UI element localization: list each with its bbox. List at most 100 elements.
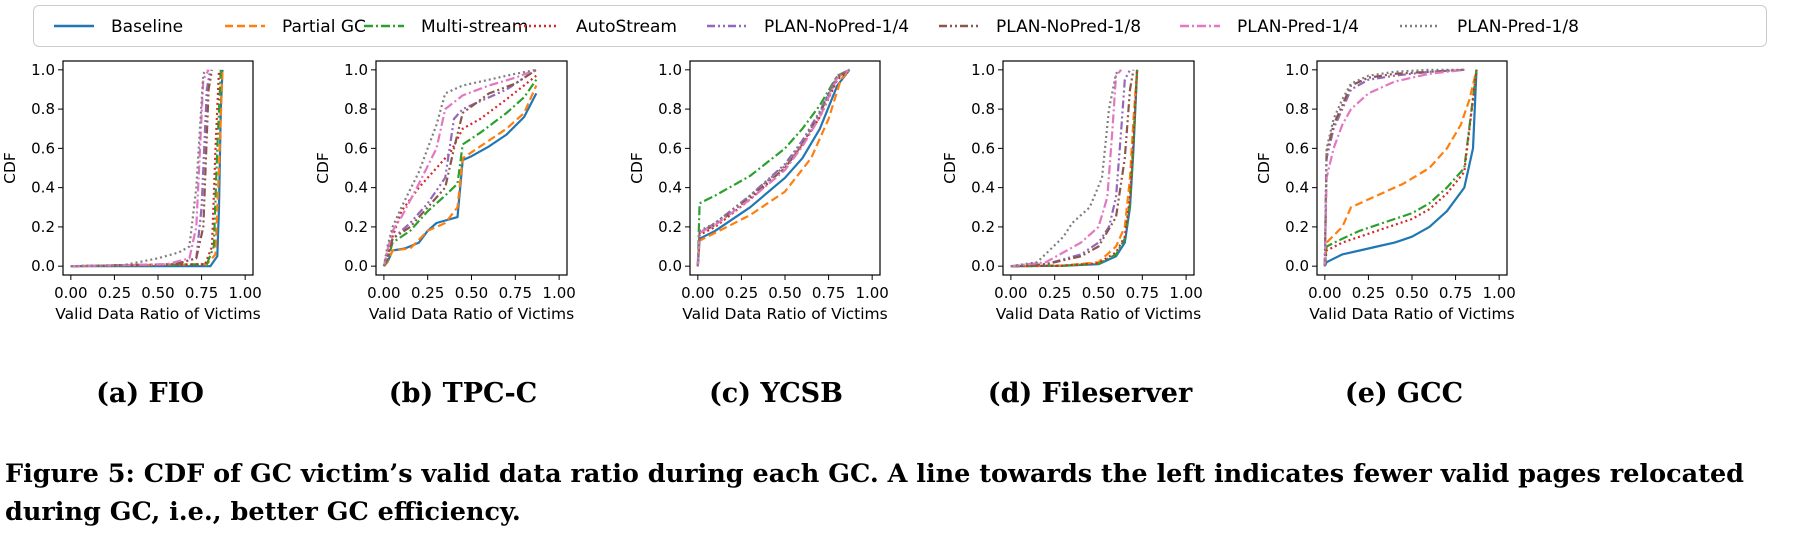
y-tick-label: 0.2 xyxy=(971,218,995,236)
legend-label: AutoStream xyxy=(576,17,677,37)
x-tick-label: 0.75 xyxy=(185,284,218,302)
x-tick-label: 0.50 xyxy=(141,284,174,302)
x-tick-label: 0.50 xyxy=(1395,284,1428,302)
series-line-partial-gc xyxy=(383,85,538,267)
chart-ycsb: 0.00 0.25 0.50 0.75 1.00 0.0 0.2 0.4 0.6 0.8 1.0 Va… xyxy=(628,60,889,323)
y-axis-label: CDF xyxy=(941,152,959,184)
series-line-plan-pred-1-8 xyxy=(382,68,537,267)
legend-label: PLAN-NoPred-1/8 xyxy=(996,17,1141,37)
legend-item-plan-pred-1-4: PLAN-Pred-1/4 xyxy=(1180,17,1359,37)
series-group xyxy=(70,69,224,268)
legend-label: PLAN-Pred-1/8 xyxy=(1457,17,1579,37)
series-line-partial-gc xyxy=(1323,69,1478,267)
x-tick-label: 1.00 xyxy=(855,284,888,302)
x-tick-label: 0.25 xyxy=(725,284,758,302)
y-axis-label: CDF xyxy=(628,152,646,184)
x-axis-label: Valid Data Ratio of Victims xyxy=(55,305,260,323)
legend-item-plan-nopred-1-8: PLAN-NoPred-1/8 xyxy=(939,17,1141,37)
x-tick-label: 1.00 xyxy=(1169,284,1202,302)
legend-label: Multi-stream xyxy=(421,17,528,37)
caption-e: (e) GCC xyxy=(1344,378,1464,409)
figure-caption: Figure 5: CDF of GC victim’s valid data … xyxy=(5,459,1744,527)
series-line-plan-pred-1-4 xyxy=(382,68,537,267)
x-tick-label: 0.25 xyxy=(1038,284,1071,302)
y-tick-label: 0.6 xyxy=(658,139,682,157)
x-tick-label: 0.50 xyxy=(768,284,801,302)
series-line-plan-pred-1-4 xyxy=(1010,69,1123,268)
legend-item-partial-gc: Partial GC xyxy=(225,17,366,37)
series-line-baseline xyxy=(383,92,538,267)
series-group xyxy=(696,68,851,267)
y-tick-label: 0.6 xyxy=(31,139,55,157)
series-line-plan-pred-1-8 xyxy=(1323,68,1465,267)
series-group xyxy=(382,68,538,267)
y-tick-label: 0.0 xyxy=(344,257,368,275)
legend-item-plan-pred-1-8: PLAN-Pred-1/8 xyxy=(1400,17,1579,37)
x-axis-label: Valid Data Ratio of Victims xyxy=(369,305,574,323)
x-axis-label: Valid Data Ratio of Victims xyxy=(682,305,887,323)
y-tick-label: 0.0 xyxy=(1285,257,1309,275)
x-tick-label: 0.25 xyxy=(411,284,444,302)
chart-fio: 0.00 0.25 0.50 0.75 1.00 0.0 0.2 0.4 0.6 0.8 1.0 Va… xyxy=(1,60,262,323)
x-tick-label: 0.00 xyxy=(54,284,87,302)
legend-entries: Baseline Partial GC Multi-stream AutoStream… xyxy=(54,17,1579,37)
y-tick-label: 1.0 xyxy=(971,61,995,79)
series-line-plan-pred-1-4 xyxy=(70,69,210,268)
x-tick-label: 0.00 xyxy=(994,284,1027,302)
y-tick-label: 1.0 xyxy=(658,61,682,79)
x-tick-label: 1.00 xyxy=(542,284,575,302)
caption-c: (c) YCSB xyxy=(709,378,843,409)
series-line-plan-nopred-1-4 xyxy=(1010,69,1131,268)
y-tick-label: 0.0 xyxy=(658,257,682,275)
x-tick-label: 0.00 xyxy=(367,284,400,302)
caption-b: (b) TPC-C xyxy=(388,378,538,409)
caption-d: (d) Fileserver xyxy=(987,378,1193,409)
y-tick-label: 1.0 xyxy=(31,61,55,79)
series-line-plan-pred-1-4 xyxy=(1323,68,1465,267)
y-tick-label: 0.8 xyxy=(1285,100,1309,118)
legend: Baseline Partial GC Multi-stream AutoStream… xyxy=(33,5,1767,47)
y-tick-label: 1.0 xyxy=(344,61,368,79)
series-line-multi-stream xyxy=(1323,69,1478,267)
legend-item-multi-stream: Multi-stream xyxy=(364,17,528,37)
y-axis-label: CDF xyxy=(1,152,19,184)
series-line-partial-gc xyxy=(1010,69,1139,268)
y-tick-label: 0.6 xyxy=(1285,139,1309,157)
y-tick-label: 0.6 xyxy=(971,139,995,157)
x-tick-label: 1.00 xyxy=(228,284,261,302)
y-tick-label: 0.8 xyxy=(31,100,55,118)
series-group xyxy=(1323,68,1478,267)
y-tick-label: 0.2 xyxy=(658,218,682,236)
y-axis-label: CDF xyxy=(314,152,332,184)
series-line-multi-stream xyxy=(1010,69,1139,268)
chart-panels: 0.00 0.25 0.50 0.75 1.00 0.0 0.2 0.4 0.6 0.8 1.0 Va… xyxy=(1,60,1516,323)
legend-label: PLAN-NoPred-1/4 xyxy=(764,17,909,37)
chart-fileserver: 0.00 0.25 0.50 0.75 1.00 0.0 0.2 0.4 0.6 0.8 1.0 Va… xyxy=(941,60,1203,323)
chart-gcc: 0.00 0.25 0.50 0.75 1.00 0.0 0.2 0.4 0.6 0.8 1.0 Va… xyxy=(1255,60,1516,323)
y-tick-label: 0.4 xyxy=(658,179,682,197)
y-tick-label: 0.4 xyxy=(31,179,55,197)
y-tick-label: 0.4 xyxy=(1285,179,1309,197)
legend-item-plan-nopred-1-4: PLAN-NoPred-1/4 xyxy=(707,17,909,37)
series-line-partial-gc xyxy=(696,69,851,267)
legend-label: Partial GC xyxy=(282,17,366,37)
x-tick-label: 0.50 xyxy=(1082,284,1115,302)
y-tick-label: 0.6 xyxy=(344,139,368,157)
y-tick-label: 0.8 xyxy=(344,100,368,118)
plot-frame xyxy=(62,60,254,276)
x-tick-label: 1.00 xyxy=(1482,284,1515,302)
legend-label: PLAN-Pred-1/4 xyxy=(1237,17,1359,37)
y-tick-label: 0.2 xyxy=(31,218,55,236)
x-tick-label: 0.00 xyxy=(1308,284,1341,302)
y-tick-label: 0.8 xyxy=(658,100,682,118)
series-line-plan-nopred-1-4 xyxy=(382,68,537,267)
x-tick-label: 0.75 xyxy=(1126,284,1159,302)
series-line-plan-pred-1-8 xyxy=(696,68,850,267)
x-tick-label: 0.25 xyxy=(98,284,131,302)
legend-label: Baseline xyxy=(111,17,183,37)
x-tick-label: 0.75 xyxy=(1439,284,1472,302)
y-tick-label: 0.0 xyxy=(31,257,55,275)
series-line-plan-pred-1-8 xyxy=(70,69,208,268)
series-line-plan-pred-1-4 xyxy=(696,68,851,267)
y-tick-label: 0.4 xyxy=(344,179,368,197)
